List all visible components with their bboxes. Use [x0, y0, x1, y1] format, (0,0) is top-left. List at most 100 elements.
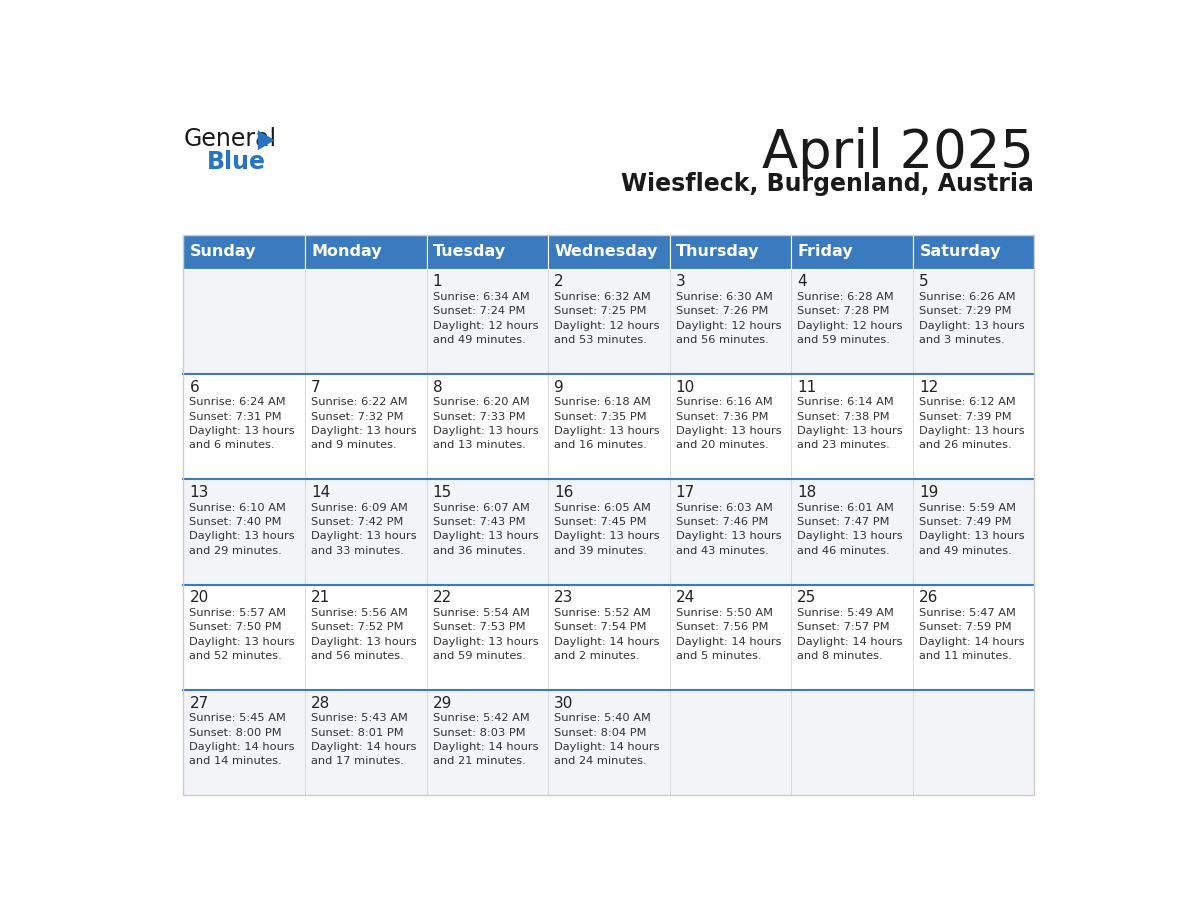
- Bar: [305, 235, 426, 269]
- Text: Sunrise: 6:03 AM
Sunset: 7:46 PM
Daylight: 13 hours
and 43 minutes.: Sunrise: 6:03 AM Sunset: 7:46 PM Dayligh…: [676, 502, 782, 555]
- Text: Sunrise: 5:47 AM
Sunset: 7:59 PM
Daylight: 14 hours
and 11 minutes.: Sunrise: 5:47 AM Sunset: 7:59 PM Dayligh…: [918, 608, 1024, 661]
- Text: Sunrise: 6:09 AM
Sunset: 7:42 PM
Daylight: 13 hours
and 33 minutes.: Sunrise: 6:09 AM Sunset: 7:42 PM Dayligh…: [311, 502, 417, 555]
- Bar: [305, 375, 426, 479]
- Bar: [183, 479, 305, 585]
- Bar: [912, 479, 1035, 585]
- Bar: [305, 269, 426, 375]
- Text: Sunrise: 6:16 AM
Sunset: 7:36 PM
Daylight: 13 hours
and 20 minutes.: Sunrise: 6:16 AM Sunset: 7:36 PM Dayligh…: [676, 397, 782, 451]
- Bar: [548, 375, 670, 479]
- Text: Sunrise: 6:18 AM
Sunset: 7:35 PM
Daylight: 13 hours
and 16 minutes.: Sunrise: 6:18 AM Sunset: 7:35 PM Dayligh…: [554, 397, 659, 451]
- Text: 4: 4: [797, 274, 807, 289]
- Text: Sunrise: 6:01 AM
Sunset: 7:47 PM
Daylight: 13 hours
and 46 minutes.: Sunrise: 6:01 AM Sunset: 7:47 PM Dayligh…: [797, 502, 903, 555]
- Bar: [548, 235, 670, 269]
- Text: Sunrise: 6:12 AM
Sunset: 7:39 PM
Daylight: 13 hours
and 26 minutes.: Sunrise: 6:12 AM Sunset: 7:39 PM Dayligh…: [918, 397, 1024, 451]
- Text: Sunrise: 5:40 AM
Sunset: 8:04 PM
Daylight: 14 hours
and 24 minutes.: Sunrise: 5:40 AM Sunset: 8:04 PM Dayligh…: [554, 713, 659, 767]
- Bar: [912, 269, 1035, 375]
- Text: 17: 17: [676, 485, 695, 499]
- Text: April 2025: April 2025: [763, 127, 1035, 179]
- Bar: [548, 690, 670, 796]
- Text: 23: 23: [554, 590, 574, 605]
- Text: 3: 3: [676, 274, 685, 289]
- Text: Sunrise: 5:45 AM
Sunset: 8:00 PM
Daylight: 14 hours
and 14 minutes.: Sunrise: 5:45 AM Sunset: 8:00 PM Dayligh…: [189, 713, 295, 767]
- Text: 10: 10: [676, 379, 695, 395]
- Bar: [426, 269, 548, 375]
- Bar: [183, 585, 305, 690]
- Text: 28: 28: [311, 696, 330, 711]
- Bar: [548, 479, 670, 585]
- Bar: [791, 235, 912, 269]
- Text: 1: 1: [432, 274, 442, 289]
- Text: Saturday: Saturday: [920, 244, 1001, 260]
- Text: 15: 15: [432, 485, 451, 499]
- Text: 26: 26: [918, 590, 939, 605]
- Text: 21: 21: [311, 590, 330, 605]
- Text: Sunrise: 6:05 AM
Sunset: 7:45 PM
Daylight: 13 hours
and 39 minutes.: Sunrise: 6:05 AM Sunset: 7:45 PM Dayligh…: [554, 502, 659, 555]
- Text: Sunrise: 5:52 AM
Sunset: 7:54 PM
Daylight: 14 hours
and 2 minutes.: Sunrise: 5:52 AM Sunset: 7:54 PM Dayligh…: [554, 608, 659, 661]
- Bar: [426, 690, 548, 796]
- Text: Sunrise: 5:42 AM
Sunset: 8:03 PM
Daylight: 14 hours
and 21 minutes.: Sunrise: 5:42 AM Sunset: 8:03 PM Dayligh…: [432, 713, 538, 767]
- Text: 25: 25: [797, 590, 816, 605]
- Text: Sunrise: 5:59 AM
Sunset: 7:49 PM
Daylight: 13 hours
and 49 minutes.: Sunrise: 5:59 AM Sunset: 7:49 PM Dayligh…: [918, 502, 1024, 555]
- Bar: [912, 585, 1035, 690]
- Text: 19: 19: [918, 485, 939, 499]
- Polygon shape: [258, 130, 274, 151]
- Text: Sunrise: 5:57 AM
Sunset: 7:50 PM
Daylight: 13 hours
and 52 minutes.: Sunrise: 5:57 AM Sunset: 7:50 PM Dayligh…: [189, 608, 295, 661]
- Text: Sunrise: 5:49 AM
Sunset: 7:57 PM
Daylight: 14 hours
and 8 minutes.: Sunrise: 5:49 AM Sunset: 7:57 PM Dayligh…: [797, 608, 903, 661]
- Text: 20: 20: [189, 590, 209, 605]
- Bar: [791, 585, 912, 690]
- Bar: [670, 690, 791, 796]
- Text: 6: 6: [189, 379, 200, 395]
- Text: Wiesfleck, Burgenland, Austria: Wiesfleck, Burgenland, Austria: [621, 172, 1035, 196]
- Bar: [426, 585, 548, 690]
- Text: Sunrise: 5:43 AM
Sunset: 8:01 PM
Daylight: 14 hours
and 17 minutes.: Sunrise: 5:43 AM Sunset: 8:01 PM Dayligh…: [311, 713, 417, 767]
- Text: Sunrise: 6:14 AM
Sunset: 7:38 PM
Daylight: 13 hours
and 23 minutes.: Sunrise: 6:14 AM Sunset: 7:38 PM Dayligh…: [797, 397, 903, 451]
- Text: 11: 11: [797, 379, 816, 395]
- Bar: [183, 235, 305, 269]
- Text: Friday: Friday: [798, 244, 853, 260]
- Bar: [791, 479, 912, 585]
- Text: Sunday: Sunday: [190, 244, 257, 260]
- Text: 9: 9: [554, 379, 564, 395]
- Bar: [912, 690, 1035, 796]
- Text: Wednesday: Wednesday: [555, 244, 658, 260]
- Bar: [426, 235, 548, 269]
- Text: Sunrise: 6:30 AM
Sunset: 7:26 PM
Daylight: 12 hours
and 56 minutes.: Sunrise: 6:30 AM Sunset: 7:26 PM Dayligh…: [676, 292, 782, 345]
- Text: Sunrise: 6:26 AM
Sunset: 7:29 PM
Daylight: 13 hours
and 3 minutes.: Sunrise: 6:26 AM Sunset: 7:29 PM Dayligh…: [918, 292, 1024, 345]
- Text: Sunrise: 5:56 AM
Sunset: 7:52 PM
Daylight: 13 hours
and 56 minutes.: Sunrise: 5:56 AM Sunset: 7:52 PM Dayligh…: [311, 608, 417, 661]
- Text: 30: 30: [554, 696, 574, 711]
- Text: Sunrise: 6:28 AM
Sunset: 7:28 PM
Daylight: 12 hours
and 59 minutes.: Sunrise: 6:28 AM Sunset: 7:28 PM Dayligh…: [797, 292, 903, 345]
- Bar: [670, 269, 791, 375]
- Bar: [791, 690, 912, 796]
- Text: 12: 12: [918, 379, 939, 395]
- Bar: [670, 375, 791, 479]
- Bar: [183, 269, 305, 375]
- Text: Sunrise: 5:54 AM
Sunset: 7:53 PM
Daylight: 13 hours
and 59 minutes.: Sunrise: 5:54 AM Sunset: 7:53 PM Dayligh…: [432, 608, 538, 661]
- Bar: [183, 375, 305, 479]
- Text: Sunrise: 6:24 AM
Sunset: 7:31 PM
Daylight: 13 hours
and 6 minutes.: Sunrise: 6:24 AM Sunset: 7:31 PM Dayligh…: [189, 397, 295, 451]
- Text: 24: 24: [676, 590, 695, 605]
- Text: Monday: Monday: [311, 244, 383, 260]
- Text: Blue: Blue: [207, 151, 266, 174]
- Text: 27: 27: [189, 696, 209, 711]
- Bar: [912, 375, 1035, 479]
- Text: 29: 29: [432, 696, 451, 711]
- Bar: [912, 235, 1035, 269]
- Text: Sunrise: 6:34 AM
Sunset: 7:24 PM
Daylight: 12 hours
and 49 minutes.: Sunrise: 6:34 AM Sunset: 7:24 PM Dayligh…: [432, 292, 538, 345]
- Bar: [426, 375, 548, 479]
- Bar: [548, 585, 670, 690]
- Text: Thursday: Thursday: [676, 244, 760, 260]
- Text: Tuesday: Tuesday: [434, 244, 506, 260]
- Bar: [305, 479, 426, 585]
- Text: Sunrise: 6:22 AM
Sunset: 7:32 PM
Daylight: 13 hours
and 9 minutes.: Sunrise: 6:22 AM Sunset: 7:32 PM Dayligh…: [311, 397, 417, 451]
- Bar: [670, 235, 791, 269]
- Bar: [305, 690, 426, 796]
- Bar: [305, 585, 426, 690]
- Bar: [791, 269, 912, 375]
- Text: Sunrise: 6:32 AM
Sunset: 7:25 PM
Daylight: 12 hours
and 53 minutes.: Sunrise: 6:32 AM Sunset: 7:25 PM Dayligh…: [554, 292, 659, 345]
- Text: 7: 7: [311, 379, 321, 395]
- Bar: [183, 235, 1035, 796]
- Text: 2: 2: [554, 274, 564, 289]
- Text: Sunrise: 6:10 AM
Sunset: 7:40 PM
Daylight: 13 hours
and 29 minutes.: Sunrise: 6:10 AM Sunset: 7:40 PM Dayligh…: [189, 502, 295, 555]
- Bar: [183, 690, 305, 796]
- Text: Sunrise: 5:50 AM
Sunset: 7:56 PM
Daylight: 14 hours
and 5 minutes.: Sunrise: 5:50 AM Sunset: 7:56 PM Dayligh…: [676, 608, 782, 661]
